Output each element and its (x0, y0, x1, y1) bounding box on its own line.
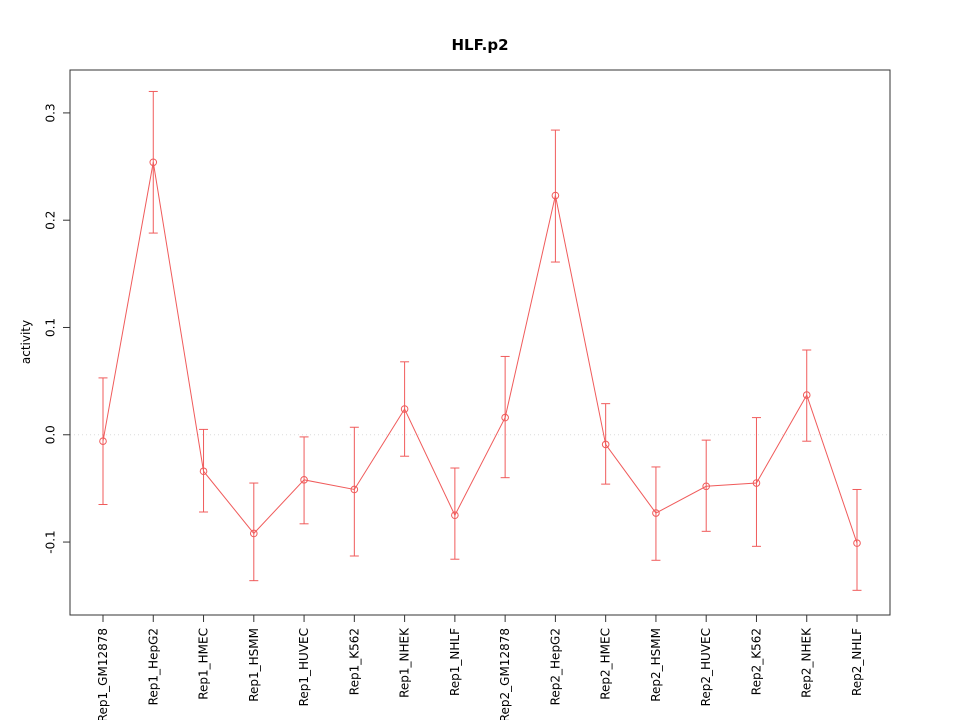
x-tick-label: Rep1_NHEK (398, 627, 412, 698)
error-bars (98, 90, 862, 591)
data-point-Rep1_GM12878 (99, 437, 107, 446)
data-point-Rep2_HMEC (601, 440, 610, 449)
data-point-Rep1_NHEK (400, 405, 409, 413)
x-tick-label: Rep1_NHLF (448, 628, 462, 696)
x-tick-label: Rep1_HepG2 (146, 628, 160, 705)
error-bar (349, 426, 359, 557)
data-point-Rep2_K562 (752, 479, 761, 487)
data-point-Rep1_K562 (350, 485, 359, 494)
x-tick-label: Rep1_HMEC (197, 628, 211, 700)
chart-title: HLF.p2 (451, 36, 509, 54)
data-point-Rep2_NHLF (853, 539, 861, 547)
data-points (99, 158, 861, 547)
error-bar (450, 467, 460, 560)
error-bar (751, 417, 761, 547)
series-line (102, 162, 858, 544)
error-bar (701, 439, 711, 532)
y-axis: -0.1 0.0 0.1 0.2 0.3 (44, 103, 70, 554)
plot-border (69, 69, 891, 616)
x-axis: Rep1_GM12878 Rep1_HepG2 Rep1_HMEC Rep1_HSMM… (96, 615, 864, 720)
data-point-Rep2_HepG2 (551, 191, 560, 200)
x-tick-label: Rep2_HMEC (599, 628, 613, 700)
y-tick-label: 0.2 (44, 211, 58, 230)
error-bar (249, 482, 259, 582)
x-tick-label: Rep2_GM12878 (498, 628, 512, 720)
x-tick-label: Rep1_HUVEC (297, 628, 311, 706)
x-tick-label: Rep2_HSMM (649, 628, 663, 702)
y-tick-label: 0.1 (44, 318, 58, 337)
data-point-Rep1_NHLF (451, 511, 459, 520)
data-point-Rep1_HUVEC (300, 476, 308, 484)
y-tick-label: -0.1 (44, 530, 58, 553)
x-tick-label: Rep2_NHEK (800, 627, 814, 698)
x-tick-label: Rep1_K562 (347, 628, 361, 695)
y-tick-label: 0.3 (44, 103, 58, 122)
x-tick-label: Rep2_NHLF (850, 628, 864, 696)
x-tick-label: Rep1_GM12878 (96, 628, 110, 720)
data-point-Rep1_HSMM (250, 529, 258, 538)
data-point-Rep2_HSMM (652, 509, 660, 517)
y-tick-label: 0.0 (44, 425, 58, 444)
x-tick-label: Rep2_HepG2 (548, 628, 562, 705)
data-point-Rep2_GM12878 (501, 413, 509, 422)
data-point-Rep1_HepG2 (149, 158, 158, 167)
x-tick-label: Rep2_K562 (749, 628, 763, 695)
x-tick-label: Rep1_HSMM (247, 628, 261, 702)
data-point-Rep1_HMEC (199, 467, 208, 476)
x-tick-label: Rep2_HUVEC (699, 628, 713, 706)
data-point-Rep2_HUVEC (702, 482, 711, 491)
data-point-Rep2_NHEK (802, 391, 811, 399)
